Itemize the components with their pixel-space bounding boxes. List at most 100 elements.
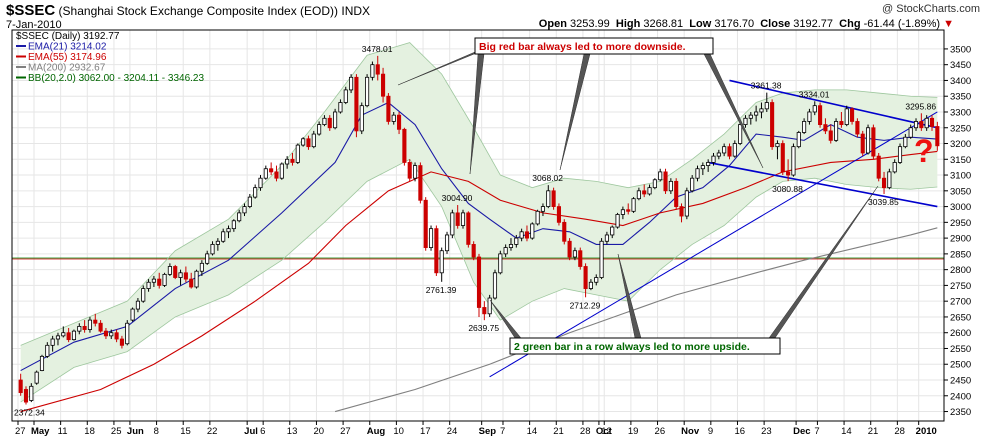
- candle: [855, 118, 860, 138]
- candle: [897, 143, 903, 165]
- chart-date: 7-Jan-2010: [6, 19, 62, 31]
- candle: [828, 124, 833, 144]
- candle-body: [301, 138, 306, 146]
- ema-21-line: [20, 101, 938, 372]
- y-tick-label: 2400: [950, 391, 971, 402]
- question-mark: ?: [914, 133, 934, 169]
- candle: [913, 118, 919, 131]
- candle: [892, 159, 897, 174]
- candle-body: [412, 165, 418, 179]
- x-tick-label: 17: [420, 426, 431, 437]
- candle-body: [743, 117, 748, 125]
- x-tick-label: 22: [207, 426, 218, 437]
- x-tick-label: Nov: [681, 426, 700, 437]
- candle: [125, 320, 130, 346]
- y-axis: 2350 2400 2450 2500 2550 2600 2650 2700 2750 2800…: [944, 44, 971, 418]
- candle-body: [695, 168, 700, 179]
- candle-body: [850, 108, 855, 122]
- candle-body: [338, 102, 343, 113]
- candle: [551, 187, 556, 210]
- candle: [450, 209, 455, 239]
- candle: [460, 209, 466, 229]
- candle-body: [162, 273, 167, 286]
- candle-body: [151, 278, 156, 283]
- candle-body: [572, 250, 577, 258]
- candle: [876, 152, 881, 182]
- candle: [802, 118, 807, 135]
- candle-body: [109, 332, 114, 337]
- candle: [924, 115, 929, 131]
- candle: [418, 162, 423, 204]
- price-annotations: 2372.34 3478.01 3004.90 2761.39 2639.75 3068.…: [14, 44, 936, 418]
- y-tick-label: 3100: [950, 171, 971, 182]
- candle: [903, 134, 908, 149]
- candle: [194, 269, 199, 289]
- candle: [674, 178, 679, 210]
- candle: [748, 111, 753, 125]
- candle-body: [407, 162, 412, 179]
- candle-body: [333, 111, 338, 129]
- candle-body: [285, 158, 290, 165]
- candle: [82, 320, 87, 333]
- candle-body: [460, 212, 466, 226]
- candle: [423, 197, 428, 251]
- candle: [722, 143, 727, 157]
- y-tick-label: 3150: [950, 155, 971, 166]
- indicator-lines: [20, 42, 938, 413]
- candle: [157, 272, 162, 289]
- red-callout-box: [474, 37, 714, 55]
- candle-body: [279, 163, 284, 179]
- candle: [839, 111, 844, 128]
- candle: [508, 238, 514, 251]
- candle-body: [322, 117, 327, 125]
- x-tick-label: 12: [601, 426, 612, 437]
- candle-body: [594, 277, 599, 283]
- candle: [482, 301, 487, 321]
- candle: [636, 187, 641, 201]
- candle-body: [892, 162, 897, 173]
- candle-body: [818, 105, 823, 125]
- candle: [167, 263, 172, 276]
- candle-body: [199, 262, 204, 272]
- x-tick-label: 7: [500, 426, 505, 437]
- candle-body: [381, 73, 386, 97]
- candle: [242, 203, 247, 217]
- x-tick-label: 2010: [916, 426, 937, 437]
- candle: [375, 55, 380, 81]
- price-annotation: 3295.86: [905, 101, 936, 111]
- bb-lower-line: [20, 158, 938, 403]
- candle: [29, 383, 34, 403]
- candle: [333, 108, 338, 130]
- price-annotation: 3039.85: [868, 197, 899, 207]
- candle: [93, 313, 98, 327]
- x-tick-label: 16: [734, 426, 745, 437]
- candle: [247, 193, 252, 209]
- candle: [226, 225, 231, 239]
- candle: [615, 212, 620, 229]
- candle: [860, 130, 865, 157]
- candle-body: [146, 281, 151, 289]
- candle-body: [114, 332, 119, 340]
- y-tick-label: 2450: [950, 376, 971, 387]
- candle: [55, 332, 61, 346]
- candle-body: [466, 212, 471, 245]
- candle-body: [455, 212, 460, 226]
- candle: [498, 250, 503, 275]
- candle: [844, 105, 849, 127]
- candle: [402, 127, 407, 166]
- candle: [444, 231, 450, 254]
- candle-body: [418, 165, 423, 201]
- candle-body: [215, 240, 220, 245]
- candle-body: [391, 114, 396, 122]
- candle-body: [924, 117, 929, 129]
- candle: [279, 162, 284, 180]
- candle: [45, 342, 50, 358]
- candle: [338, 99, 343, 114]
- candle: [391, 111, 396, 125]
- candle: [98, 320, 103, 333]
- price-annotation: 3361.38: [751, 81, 782, 91]
- candle: [700, 162, 705, 176]
- ema-55-line: [20, 150, 938, 413]
- candle: [119, 335, 124, 349]
